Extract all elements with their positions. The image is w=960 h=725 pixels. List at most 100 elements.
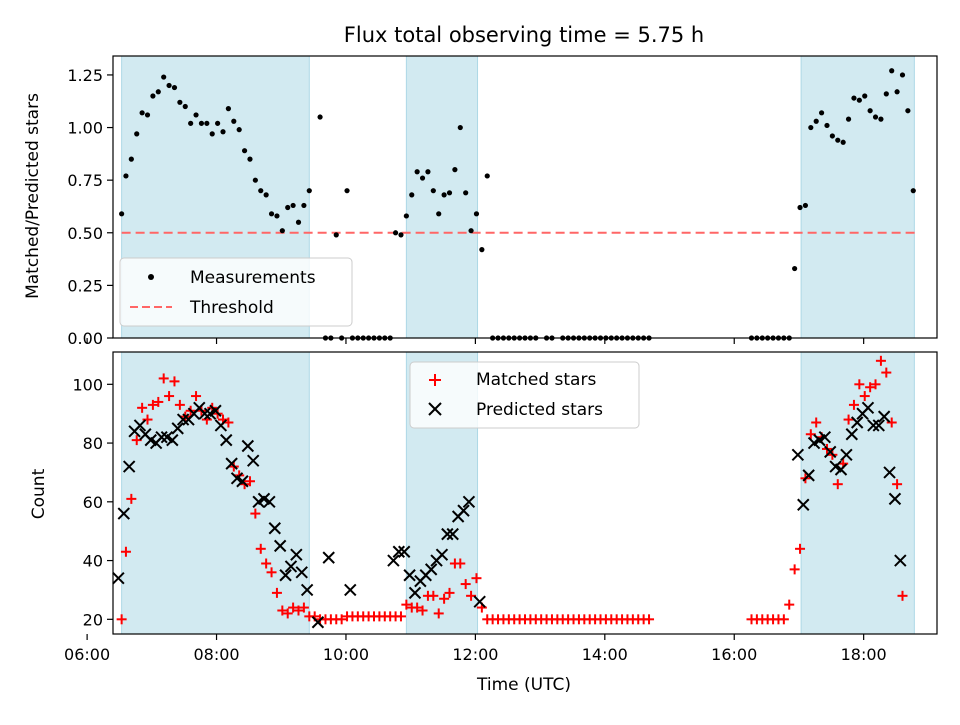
matched-star-point	[897, 590, 908, 601]
matched-star-point	[288, 602, 299, 613]
legend-measurements-marker	[148, 274, 154, 280]
predicted-star-point	[387, 554, 400, 567]
measurement-point	[829, 133, 835, 139]
measurement-point	[409, 192, 415, 198]
matched-star-point	[859, 391, 870, 402]
predicted-star-point	[446, 527, 459, 541]
bottom-y-tick-label: 40	[83, 552, 103, 571]
x-tick-label: 12:00	[452, 645, 498, 664]
axes: 0.00 0.25 0.50 0.75 1.00 1.25 20 40 60 80 100 06:00…	[64, 55, 938, 664]
bottom-y-tick-label: 100	[72, 375, 103, 394]
predicted-star-point	[214, 419, 228, 432]
x-tick-label: 16:00	[711, 645, 757, 664]
matched-star-point	[865, 382, 876, 393]
predicted-star-point	[295, 566, 308, 579]
observing-interval	[405, 55, 479, 339]
measurement-point	[813, 118, 819, 124]
matched-star-point	[870, 379, 881, 390]
predicted-star-point	[225, 457, 238, 470]
predicted-star-point	[408, 586, 422, 600]
matched-star-point	[417, 605, 428, 616]
measurement-point	[123, 173, 129, 179]
predicted-star-point	[791, 448, 805, 462]
chart-title: Flux total observing time = 5.75 h	[344, 23, 704, 47]
matched-star-point	[261, 558, 272, 569]
measurement-point	[204, 120, 210, 126]
matched-star-point	[293, 605, 304, 616]
matched-star-point	[644, 614, 655, 625]
predicted-star-point	[171, 422, 184, 435]
predicted-star-point	[397, 545, 411, 558]
measurement-point	[198, 120, 205, 126]
predicted-star-point	[392, 545, 406, 558]
matched-star-point	[395, 611, 406, 622]
bottom-y-tick-label: 80	[83, 434, 103, 453]
measurement-point	[463, 190, 469, 196]
measurement-point	[797, 204, 803, 211]
matched-star-point	[811, 417, 822, 428]
matched-star-point	[466, 590, 477, 601]
legend-threshold-label: Threshold	[189, 298, 274, 318]
measurement-point	[414, 169, 420, 175]
measurement-point	[247, 156, 253, 162]
measurement-point	[840, 139, 846, 145]
observing-interval	[121, 351, 310, 635]
measurement-point	[128, 156, 134, 162]
matched-star-point	[460, 579, 471, 590]
predicted-star-point	[322, 551, 335, 564]
measurement-point	[878, 116, 884, 122]
matched-star-point	[401, 599, 412, 610]
measurement-point	[295, 219, 302, 225]
measurement-point	[139, 110, 145, 116]
matched-star-point	[789, 564, 800, 575]
measurement-point	[889, 68, 895, 74]
measurement-point	[484, 173, 490, 179]
matched-star-point	[854, 379, 865, 390]
measurement-point	[333, 232, 339, 238]
measurement-point	[905, 108, 911, 114]
bottom-y-axis-label: Count	[29, 468, 49, 519]
top-panel-measurement-points	[119, 68, 916, 341]
measurement-point	[473, 211, 480, 217]
predicted-star-point	[263, 495, 276, 509]
predicted-star-point	[166, 433, 179, 447]
matched-star-point	[282, 608, 293, 619]
matched-star-point	[439, 593, 450, 604]
measurement-point	[177, 99, 183, 105]
measurement-point	[802, 202, 809, 209]
measurement-point	[182, 103, 188, 110]
top-legend-box	[119, 257, 353, 327]
predicted-star-point	[279, 569, 292, 582]
measurement-point	[274, 213, 280, 219]
measurement-point	[209, 131, 215, 137]
matched-star-point	[137, 402, 148, 413]
measurement-point	[867, 108, 873, 114]
predicted-star-point	[818, 430, 832, 444]
predicted-star-point	[300, 583, 314, 597]
predicted-star-point	[155, 430, 168, 444]
measurement-point	[457, 124, 463, 131]
measurement-point	[188, 120, 194, 126]
predicted-star-point	[845, 428, 859, 441]
matched-star-point	[277, 605, 288, 616]
measurement-point	[862, 93, 868, 99]
measurement-point	[268, 211, 275, 217]
legend-predicted-label: Predicted stars	[476, 400, 603, 420]
predicted-star-point	[824, 445, 837, 459]
measurement-point	[910, 188, 916, 194]
measurement-point	[236, 127, 242, 133]
predicted-star-point	[241, 439, 255, 453]
legend-predicted-marker	[428, 402, 442, 416]
x-tick-label: 10:00	[323, 645, 369, 664]
matched-star-point	[174, 399, 185, 410]
matched-star-point	[153, 396, 164, 407]
bottom-panel-shaded-intervals	[121, 351, 915, 635]
top-panel-frame	[112, 55, 938, 339]
predicted-star-point	[198, 407, 211, 420]
measurement-point	[441, 192, 447, 198]
measurement-point	[144, 112, 151, 118]
x-tick-label: 06:00	[64, 645, 110, 664]
measurement-point	[403, 213, 409, 219]
